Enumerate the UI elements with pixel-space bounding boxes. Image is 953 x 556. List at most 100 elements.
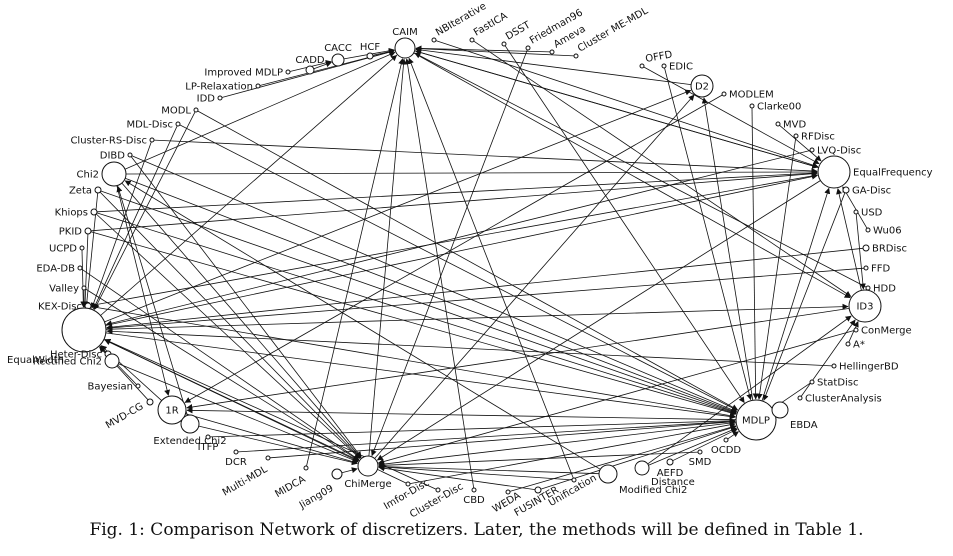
node-label: ConMerge [861,326,912,337]
node-circle [394,37,416,59]
node-circle [471,487,477,493]
node-circle [853,209,859,215]
edge-1r-to-chimerge [185,413,358,465]
node-mvd: MVD [775,120,806,131]
edge-modl-to-equalwidth [94,111,196,310]
node-label: MIDCA [273,474,307,500]
node-circle [127,152,133,158]
node-circle [865,227,871,233]
node-jiang09: Jiang09 [297,468,343,512]
edge-caim-to-equalfrequency [414,50,819,169]
edge-cluster-rs-disc-to-equalfrequency [153,139,818,174]
node-circle [845,341,851,347]
edge-id3-to-equalfrequency [836,188,862,291]
edge-khiops-to-chimerge [95,213,361,459]
node-chi2: Chi2 [77,161,127,187]
node-offd: OFFD [639,49,674,69]
node-circle [534,486,542,494]
node-label: MODLEM [729,90,774,101]
node-circle [205,434,211,440]
node-circle [405,481,411,487]
node-circle [853,327,859,333]
edge-chi2-to-chimerge [121,182,362,459]
node-circle [101,161,127,187]
node-label: OFFD [645,49,674,65]
node-label: MVD-CG [104,401,145,431]
node-circle [809,379,815,385]
node-extended-chi2: Extended Chi2 [153,414,227,447]
node-circle [639,63,645,69]
edge-midca-to-caim [306,58,405,467]
edge-kex-disc-to-mdlp [90,306,736,419]
node-label: Heter-Disc [50,350,102,361]
node-label: Rectified Chi2 [33,357,102,368]
edge-smd-to-chimerge [378,451,699,469]
edge-weda-to-mdlp [509,424,737,492]
node-brdisc: BRDisc [862,244,907,255]
edge-extended-chi2-to-chimerge [198,425,358,466]
node-label: CBD [463,495,485,506]
node-cacc: CACC [324,43,352,67]
node-label: HellingerBD [839,362,899,373]
node-lp-relaxation: LP-Relaxation [185,82,261,93]
edge-chi2-to-caim [124,51,396,170]
node-circle [77,265,83,271]
node-circle [94,186,102,194]
node-circle [571,477,577,483]
edge-hellingerbd-to-equalwidth [106,328,833,367]
node-equalfrequency: EqualFrequency [817,155,933,189]
edge-distance-to-mdlp [648,427,738,466]
edge-valley-to-chimerge [85,288,360,461]
node-rfdisc: RFDisc [793,132,835,143]
node-a: A* [845,340,865,351]
node-ocdd: OCDD [711,437,741,456]
node-equalwidth: EqualWidth [7,307,107,366]
node-label: KEX-Disc [38,302,82,313]
node-circle [81,285,87,291]
node-id3: ID3 [848,289,882,323]
node-cadd: CADD [295,55,325,75]
node-ucpd: UCPD [49,244,85,255]
edge-mdlp-to-1r [186,407,737,421]
edge-unification-to-caim [408,57,574,479]
edge-modlem-to-1r [184,94,723,403]
node-circle [285,69,291,75]
edge-mdlp-to-d2 [701,97,754,401]
node-label: EDA-DB [36,264,75,275]
edge-pkid-to-mdlp [90,231,737,416]
edge-equalfrequency-to-chimerge [376,180,821,461]
edge-nbiterative-to-equalfrequency [435,40,819,168]
node-circle [666,458,674,466]
node-circle [598,464,618,484]
edge-chi2-to-equalfrequency [125,169,818,176]
edge-d2-to-caim [415,47,692,85]
node-circle [146,398,154,406]
node-label: Modified Chi2 [619,485,687,496]
node-hdd: HDD [865,284,896,295]
node-label: A* [853,340,865,351]
edge-extended-chi2-to-chi2 [116,185,188,416]
node-label: CADD [295,55,325,66]
node-eda-db: EDA-DB [36,264,83,275]
node-label: 1R [165,406,178,417]
node-circle [180,414,200,434]
node-label: EDIC [669,62,693,73]
node-label: Cluster ME-MDL [576,5,650,54]
node-label: ClusterAnalysis [805,394,882,405]
node-circle [331,468,343,480]
node-label: Multi-MDL [221,464,270,499]
node-circle [797,395,803,401]
node-label: CACC [324,43,352,54]
node-edic: EDIC [661,62,693,73]
node-valley: Valley [49,284,87,295]
edge-eda-db-to-chimerge [81,268,360,461]
edge-mdl-disc-to-mdlp [179,124,738,411]
figure-caption: Fig. 1: Comparison Network of discretize… [89,520,864,540]
edge-unification-to-chimerge [378,464,573,481]
edge-usd-to-id3 [855,213,866,290]
node-label: LP-Relaxation [185,82,253,93]
edge-khiops-to-mdlp [96,212,737,415]
node-label: FFD [871,264,891,275]
edge-offd-to-equalfrequency [643,66,820,165]
